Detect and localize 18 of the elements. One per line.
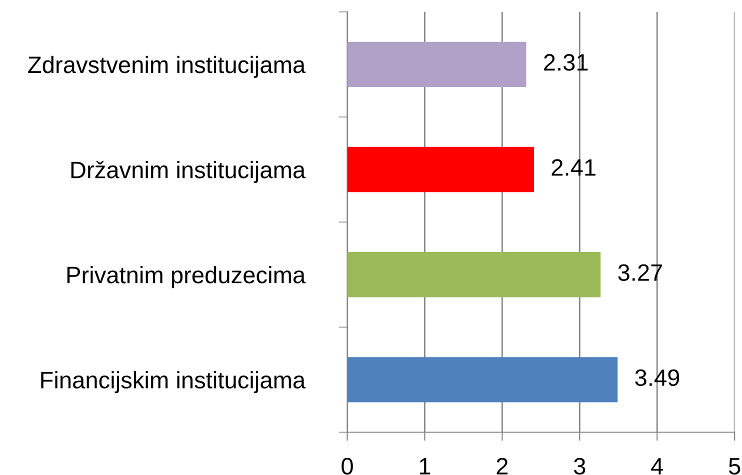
data-label: 3.27 (618, 264, 662, 281)
bar (347, 252, 601, 298)
x-tick-label: 5 (728, 458, 740, 475)
x-tick-label: 4 (651, 458, 663, 474)
data-label: 3.49 (635, 369, 680, 386)
x-tick-label: 0 (342, 458, 353, 475)
bar (347, 42, 526, 88)
bar (347, 357, 618, 402)
x-tick-label: 3 (574, 458, 586, 475)
y-tick-label: Privatnim preduzecima (67, 266, 306, 288)
x-tick-label: 1 (420, 458, 430, 474)
y-tick-label: Financijskim institucijama (41, 371, 306, 394)
y-tick-label: Zdravstvenim institucijama (28, 56, 306, 78)
x-tick-label: 2 (496, 458, 508, 474)
bar (347, 146, 534, 192)
y-tick-label: Državnim institucijama (71, 160, 306, 184)
data-label: 2.31 (544, 54, 588, 71)
data-label: 2.41 (552, 159, 596, 176)
